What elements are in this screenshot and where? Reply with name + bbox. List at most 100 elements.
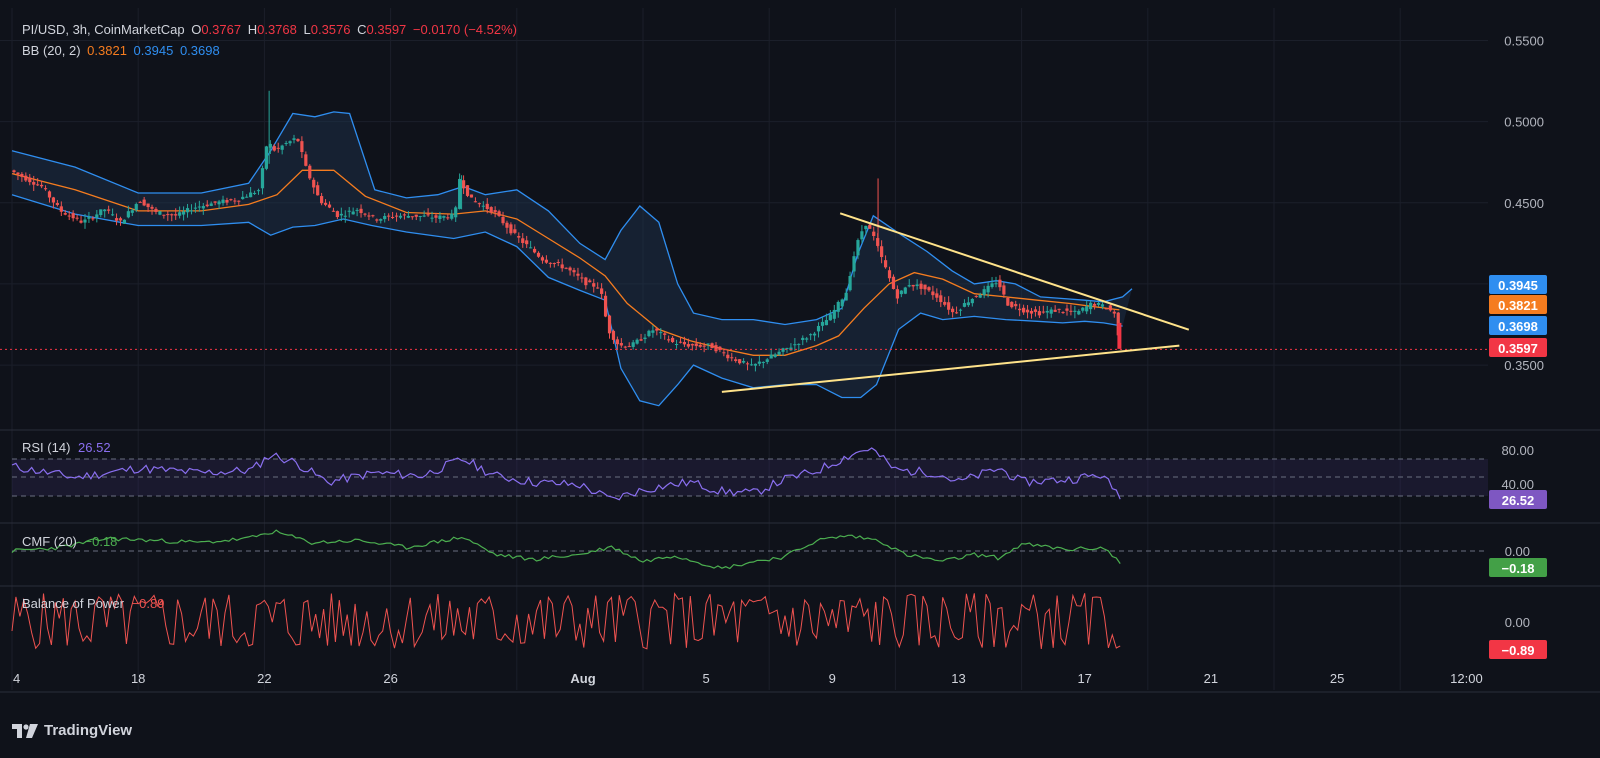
candle-body [907,285,911,287]
candle-body [339,213,343,216]
candle-body [114,218,119,221]
candle-body [213,201,217,203]
candle-body [722,352,726,354]
tradingview-brand[interactable]: TradingView [12,722,132,739]
symbol-label[interactable]: PI/USD, 3h, CoinMarketCap [22,22,185,37]
candle-body [572,270,576,273]
candle-body [245,196,249,198]
candle-body [280,145,284,150]
close-value: 0.3597 [366,22,407,37]
candle-body [71,213,75,219]
bop-tick-label: 0.00 [1505,615,1530,630]
candle-body [828,314,832,321]
candle-body [402,214,407,216]
candle-body [982,289,986,295]
candle-body [1049,309,1053,314]
candle-body [292,138,296,140]
candle-body [331,210,336,212]
candle-body [627,346,631,348]
candle-body [868,224,872,229]
candle-body [36,184,40,186]
price-tick-label: 0.5500 [1504,33,1544,48]
time-tick-label: 13 [951,671,965,686]
open-label: O [191,22,202,37]
candle-body [872,231,876,237]
candle-body [797,343,801,345]
cmf-legend[interactable]: CMF (20) −0.18 [22,534,117,549]
candle-body [556,261,560,263]
candle-body [765,359,769,362]
bop-legend[interactable]: Balance of Power −0.89 [22,596,164,611]
candle-body [193,207,198,209]
candle-body [426,214,430,216]
candle-body [911,284,915,287]
candle-body [170,214,174,216]
candle-body [458,178,462,209]
candle-body [517,235,521,238]
bb-legend[interactable]: BB (20, 2) 0.3821 0.3945 0.3698 [22,43,223,58]
cmf-label: CMF (20) [22,534,77,549]
candle-body [181,211,186,215]
candle-body [110,214,115,216]
candle-body [379,219,383,221]
candle-body [1033,309,1038,312]
candle-body [686,344,690,347]
candle-body [600,288,604,294]
cmf-line [11,529,1121,570]
candle-body [272,146,276,151]
candle-body [493,210,497,213]
candle-body [1006,297,1010,306]
candle-body [233,200,237,202]
candle-body [635,339,639,344]
candle-body [935,293,939,298]
candle-body [785,347,789,349]
candle-body [304,154,308,166]
candle-body [477,203,481,205]
candle-body [249,192,253,198]
candle-body [138,201,142,203]
price-badge [1489,316,1547,335]
candle-body [347,210,351,212]
candle-body [276,147,280,149]
candle-body [296,138,300,142]
candle-body [860,231,864,240]
change-value: −0.0170 (−4.52%) [412,22,517,37]
price-badge-label: 0.3945 [1498,278,1538,293]
time-tick-label: 21 [1204,671,1218,686]
candle-body [461,180,466,189]
bb-upper-value: 0.3945 [133,43,174,58]
candle-body [95,214,99,218]
candle-body [1081,307,1085,311]
cmf-badge [1489,558,1547,577]
candle-body [59,206,63,212]
candle-body [702,345,706,347]
price-tick-label: 0.3500 [1504,358,1544,373]
candle-body [1089,302,1093,310]
candle-body [256,190,261,192]
candle-body [840,299,844,307]
time-tick-label: 9 [829,671,836,686]
candle-body [355,209,359,211]
candle-body [134,204,138,211]
candle-body [1100,304,1105,307]
rsi-legend[interactable]: RSI (14) 26.52 [22,440,111,455]
rsi-label: RSI (14) [22,440,71,455]
candle-body [154,208,158,212]
candle-body [454,207,458,218]
candle-body [951,308,955,313]
candle-body [580,277,584,279]
candle-body [166,214,170,216]
triangle-trendline [839,212,1190,331]
candle-body [781,348,785,352]
candle-body [312,179,316,188]
cmf-value: −0.18 [84,534,118,549]
candle-body [607,315,612,334]
candle-body [970,298,974,304]
last-candle-body [1117,322,1122,349]
candle-body [316,185,320,196]
candle-body [947,302,951,310]
candle-body [434,215,438,218]
bop-badge-label: −0.89 [1502,643,1535,658]
